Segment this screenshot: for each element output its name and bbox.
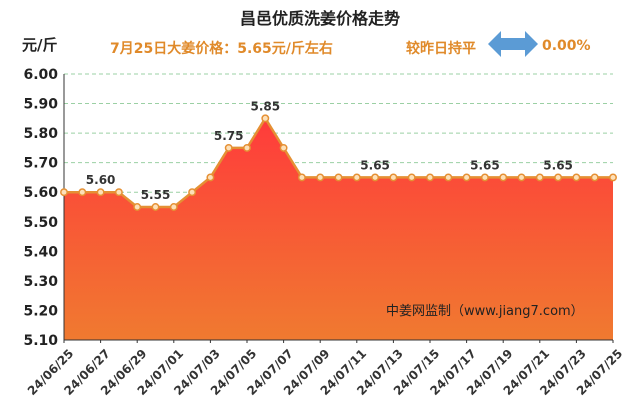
today-price-text: 7月25日大姜价格：5.65元/斤左右 — [110, 41, 333, 57]
chart-title: 昌邑优质洗姜价格走势 — [239, 9, 400, 28]
data-point — [444, 173, 453, 182]
source-credit: 中姜网监制（www.jiang7.com） — [386, 304, 584, 319]
data-point — [609, 173, 617, 182]
data-point — [151, 203, 160, 211]
y-tick-label: 6.00 — [23, 67, 58, 83]
data-point — [480, 173, 489, 182]
data-point — [169, 203, 178, 211]
data-point — [261, 114, 270, 123]
data-point — [371, 173, 380, 182]
y-tick-label: 5.20 — [23, 303, 58, 319]
data-point — [462, 173, 471, 182]
data-label: 5.55 — [141, 188, 171, 202]
data-point — [78, 188, 87, 197]
data-point — [517, 173, 526, 182]
axes — [63, 74, 614, 343]
y-axis-unit: 元/斤 — [22, 36, 58, 54]
data-points — [60, 114, 617, 211]
data-point — [407, 173, 416, 182]
data-point — [572, 173, 581, 182]
data-point — [133, 203, 142, 211]
data-point — [352, 173, 361, 182]
data-label: 5.65 — [360, 158, 390, 172]
data-label: 5.65 — [543, 158, 573, 172]
data-point — [389, 173, 398, 182]
data-point — [426, 173, 434, 182]
y-tick-label: 5.60 — [23, 185, 58, 201]
y-tick-label: 5.30 — [23, 274, 58, 290]
data-point — [279, 143, 288, 152]
data-label: 5.75 — [214, 129, 244, 143]
data-point — [535, 173, 544, 182]
data-point — [224, 143, 233, 152]
y-tick-labels: 5.10 5.20 5.30 5.40 5.50 5.60 5.70 5.80 5.90 6.00 — [23, 67, 58, 349]
data-label: 5.85 — [250, 99, 280, 113]
data-point — [297, 173, 306, 182]
double-arrow-icon — [488, 31, 538, 57]
y-tick-label: 5.50 — [23, 215, 58, 231]
data-point — [554, 173, 563, 182]
data-point — [590, 173, 599, 182]
y-tick-label: 5.70 — [23, 156, 58, 172]
data-point — [60, 188, 68, 197]
y-tick-label: 5.10 — [23, 333, 58, 349]
data-point — [114, 188, 123, 197]
data-labels: 5.60 5.55 5.75 5.85 5.65 5.65 5.65 — [86, 99, 573, 202]
data-point — [499, 173, 508, 182]
y-tick-label: 5.80 — [23, 126, 58, 142]
data-label: 5.65 — [470, 158, 500, 172]
y-tick-label: 5.90 — [23, 97, 58, 113]
data-point — [316, 173, 325, 182]
data-point — [334, 173, 343, 182]
y-tick-label: 5.40 — [23, 244, 58, 260]
data-point — [96, 188, 105, 197]
data-point — [243, 143, 251, 152]
price-area — [64, 118, 613, 340]
data-point — [188, 188, 197, 197]
change-percent: 0.00% — [542, 38, 591, 54]
data-point — [206, 173, 215, 182]
compare-label: 较昨日持平 — [406, 41, 476, 57]
data-label: 5.60 — [86, 173, 116, 187]
x-tick-labels: 24/06/2524/06/2724/06/2924/07/0124/07/03… — [25, 346, 626, 398]
